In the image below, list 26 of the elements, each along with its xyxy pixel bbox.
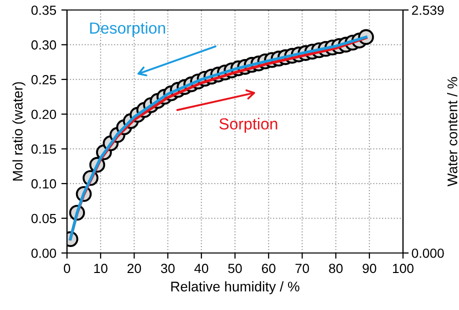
x-axis-title: Relative humidity / % bbox=[171, 281, 300, 294]
x-tick-label: 0 bbox=[64, 264, 70, 274]
y-tick-label: 0.10 bbox=[31, 179, 56, 188]
y-tick-label: 0.15 bbox=[31, 144, 56, 154]
y-axis-title: Mol ratio (water) bbox=[12, 82, 26, 181]
x-tick-label: 70 bbox=[296, 264, 310, 274]
y-tick-label: 0.20 bbox=[31, 110, 56, 120]
text: Desorption bbox=[90, 22, 166, 37]
x-tick-label: 100 bbox=[393, 264, 414, 274]
x-tick-label: 80 bbox=[329, 264, 343, 274]
x-tick-label: 10 bbox=[94, 264, 108, 274]
x-tick-label: 50 bbox=[228, 264, 242, 274]
legend-label: Sorption bbox=[219, 118, 278, 133]
x-tick-label: 90 bbox=[362, 264, 376, 274]
y2-tick-label: 2.539 bbox=[412, 6, 444, 15]
y-tick-label: 0.05 bbox=[31, 214, 56, 224]
y2-axis-title: Water content / % bbox=[447, 77, 458, 186]
y2-tick-label: 0.000 bbox=[412, 248, 444, 258]
x-tick-label: 40 bbox=[194, 264, 208, 274]
y-tick-label: 0.35 bbox=[31, 6, 56, 15]
x-tick-label: 20 bbox=[128, 264, 142, 274]
y-tick-label: 0.00 bbox=[31, 248, 56, 258]
x-tick-label: 30 bbox=[160, 264, 175, 274]
y-tick-label: 0.30 bbox=[31, 40, 56, 50]
x-tick-label: 60 bbox=[262, 264, 276, 274]
y-tick-label: 0.25 bbox=[31, 74, 56, 84]
